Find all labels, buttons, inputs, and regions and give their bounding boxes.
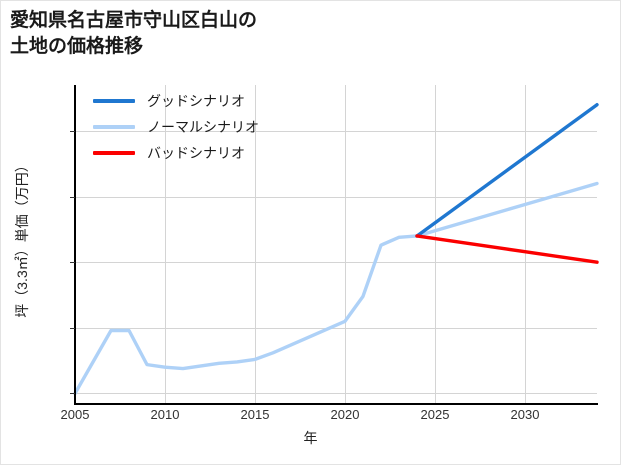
series-lines bbox=[73, 102, 599, 396]
series-line bbox=[415, 102, 599, 238]
gridline-vertical bbox=[525, 85, 526, 404]
x-tick-label: 2015 bbox=[240, 407, 270, 422]
y-tick-mark bbox=[70, 196, 75, 198]
gridline-horizontal bbox=[75, 130, 597, 132]
y-tick-mark bbox=[70, 393, 75, 395]
y-axis-label: 坪（3.3㎡）単価（万円） bbox=[14, 158, 30, 318]
x-tick-label: 2020 bbox=[330, 407, 360, 422]
chart-title: 愛知県名古屋市守山区白山の 土地の価格推移 bbox=[10, 10, 258, 57]
gridline-vertical bbox=[345, 85, 346, 404]
gridline-vertical bbox=[435, 85, 436, 404]
x-tick-label: 2025 bbox=[420, 407, 450, 422]
series-line bbox=[73, 181, 599, 396]
gridline-horizontal bbox=[75, 327, 597, 329]
x-axis-label: 年 bbox=[303, 430, 318, 446]
y-axis-line bbox=[74, 85, 76, 405]
gridline-horizontal bbox=[75, 393, 597, 395]
series-line bbox=[415, 234, 599, 264]
legend-item[interactable]: グッドシナリオ bbox=[93, 88, 259, 114]
chart-legend: グッドシナリオ ノーマルシナリオ バッドシナリオ bbox=[93, 88, 259, 166]
x-tick-label: 2005 bbox=[60, 407, 90, 422]
x-axis-line bbox=[74, 403, 598, 405]
legend-item-label: ノーマルシナリオ bbox=[147, 119, 259, 135]
gridline-horizontal bbox=[75, 262, 597, 264]
gridline-vertical bbox=[165, 85, 166, 404]
y-tick-mark bbox=[70, 327, 75, 329]
legend-item[interactable]: バッドシナリオ bbox=[93, 140, 259, 166]
legend-color-swatch bbox=[93, 151, 135, 155]
y-tick-mark bbox=[70, 262, 75, 264]
y-tick-mark bbox=[70, 130, 75, 132]
legend-color-swatch bbox=[93, 125, 135, 129]
legend-item[interactable]: ノーマルシナリオ bbox=[93, 114, 259, 140]
gridline-horizontal bbox=[75, 196, 597, 198]
x-tick-label: 2030 bbox=[510, 407, 540, 422]
legend-color-swatch bbox=[93, 99, 135, 103]
legend-item-label: バッドシナリオ bbox=[147, 145, 245, 161]
gridline-vertical bbox=[255, 85, 256, 404]
x-tick-label: 2010 bbox=[150, 407, 180, 422]
legend-item-label: グッドシナリオ bbox=[147, 93, 245, 109]
